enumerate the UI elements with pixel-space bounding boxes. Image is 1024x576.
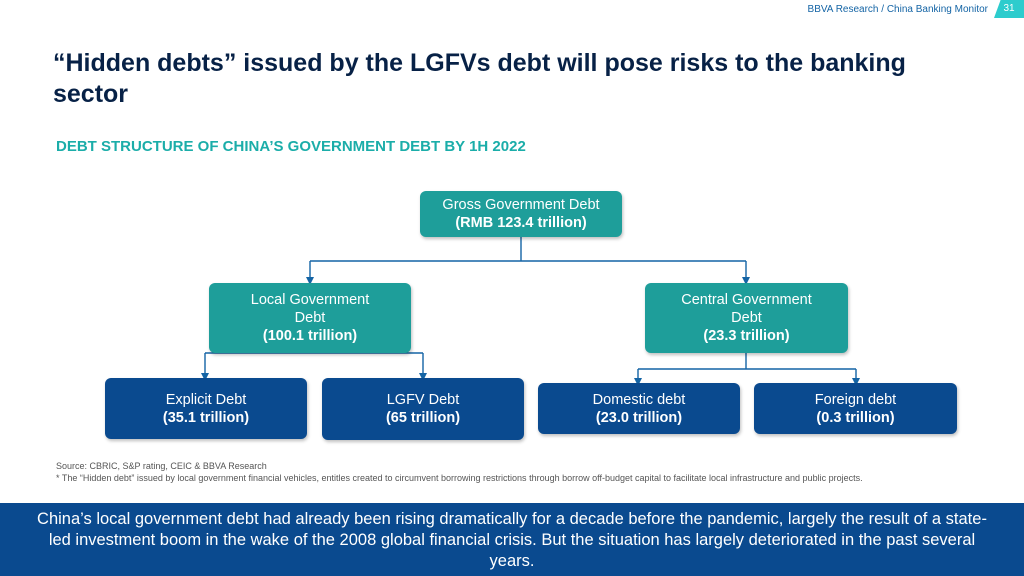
node-gross-government-debt: Gross Government Debt (RMB 123.4 trillio…	[420, 191, 622, 237]
source-note: Source: CBRIC, S&P rating, CEIC & BBVA R…	[56, 461, 267, 471]
node-value: (100.1 trillion)	[262, 328, 358, 344]
node-value: (35.1 trillion)	[162, 409, 250, 426]
page-title: “Hidden debts” issued by the LGFVs debt …	[53, 49, 906, 108]
node-name: Local Government Debt	[250, 292, 370, 326]
node-name: Gross Government Debt	[442, 197, 600, 213]
node-name: Explicit Debt	[165, 391, 247, 408]
node-name: LGFV Debt	[386, 392, 460, 408]
node-domestic-debt: Domestic debt (23.0 trillion)	[538, 383, 740, 434]
node-value: (65 trillion)	[385, 410, 461, 426]
node-value: (0.3 trillion)	[816, 409, 895, 426]
hidden-debt-note: * The “Hidden debt” issued by local gove…	[56, 473, 863, 483]
footnotes: Source: CBRIC, S&P rating, CEIC & BBVA R…	[56, 460, 936, 484]
node-value: (23.3 trillion)	[703, 328, 790, 344]
node-name: Domestic debt	[592, 391, 686, 408]
node-lgfv-debt: LGFV Debt (65 trillion)	[322, 378, 524, 440]
node-name: Foreign debt	[814, 391, 897, 408]
diagram-subtitle: DEBT STRUCTURE OF CHINA’S GOVERNMENT DEB…	[56, 138, 526, 155]
node-name: Central Government Debt	[681, 292, 812, 326]
node-value: (RMB 123.4 trillion)	[455, 215, 587, 231]
node-local-government-debt: Local Government Debt (100.1 trillion)	[209, 283, 411, 353]
node-value: (23.0 trillion)	[595, 409, 683, 426]
summary-banner: China’s local government debt had alread…	[0, 503, 1024, 576]
node-explicit-debt: Explicit Debt (35.1 trillion)	[105, 378, 307, 439]
page-number: 31	[994, 0, 1024, 18]
header-brand: BBVA Research / China Banking Monitor	[807, 4, 988, 15]
node-central-government-debt: Central Government Debt (23.3 trillion)	[645, 283, 848, 353]
node-foreign-debt: Foreign debt (0.3 trillion)	[754, 383, 957, 434]
